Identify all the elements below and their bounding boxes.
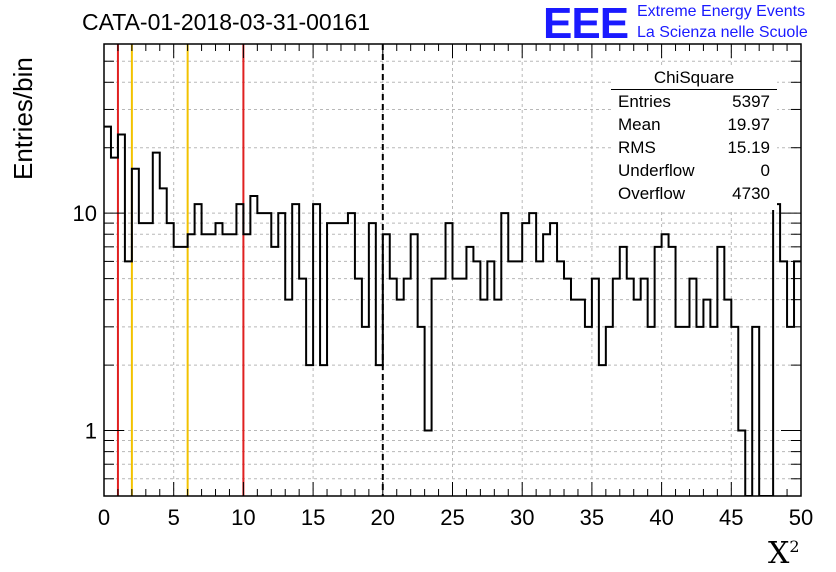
- y-tick-label: 10: [73, 201, 97, 226]
- x-tick-label: 35: [580, 505, 604, 530]
- stats-key: Overflow: [618, 184, 686, 203]
- logo-subtitle-1: Extreme Energy Events: [637, 3, 806, 20]
- x-axis-label: X2: [768, 536, 800, 571]
- x-tick-label: 20: [371, 505, 395, 530]
- x-axis-label-base: X: [768, 536, 790, 571]
- stats-key: Mean: [618, 115, 661, 134]
- x-tick-label: 30: [510, 505, 534, 530]
- stats-value: 19.97: [727, 115, 770, 134]
- logo-subtitle-2: La Scienza nelle Scuole: [637, 24, 808, 41]
- stats-value: 4730: [732, 184, 770, 203]
- stats-row-rms: RMS 15.19: [618, 138, 770, 160]
- stats-key: Underflow: [618, 161, 695, 180]
- y-tick-label: 1: [85, 419, 97, 444]
- plot-title: CATA-01-2018-03-31-00161: [82, 9, 371, 35]
- stats-value: 5397: [732, 92, 770, 111]
- stats-value: 15.19: [727, 138, 770, 157]
- x-axis-label-exponent: 2: [789, 537, 800, 556]
- histogram-series: [104, 125, 801, 496]
- x-tick-label: 5: [168, 505, 180, 530]
- statistics-box: ChiSquare Entries 5397 Mean 19.97 RMS 15…: [611, 66, 777, 210]
- x-tick-label: 15: [301, 505, 325, 530]
- stats-value: 0: [760, 161, 770, 180]
- eee-logo: EEE: [543, 0, 629, 48]
- x-tick-label: 25: [440, 505, 464, 530]
- y-axis-label: Entries/bin: [8, 57, 38, 180]
- stats-key: Entries: [618, 92, 671, 111]
- x-tick-label: 0: [98, 505, 110, 530]
- stats-row-entries: Entries 5397: [618, 92, 770, 114]
- stats-key: RMS: [618, 138, 656, 157]
- x-tick-label: 45: [719, 505, 743, 530]
- stats-row-overflow: Overflow 4730: [618, 184, 770, 206]
- x-tick-label: 10: [231, 505, 255, 530]
- stats-row-underflow: Underflow 0: [618, 161, 770, 183]
- stats-row-mean: Mean 19.97: [618, 115, 770, 137]
- x-tick-label: 50: [789, 505, 813, 530]
- statistics-divider: [611, 89, 777, 90]
- statistics-header: ChiSquare: [653, 68, 735, 87]
- x-tick-label: 40: [649, 505, 673, 530]
